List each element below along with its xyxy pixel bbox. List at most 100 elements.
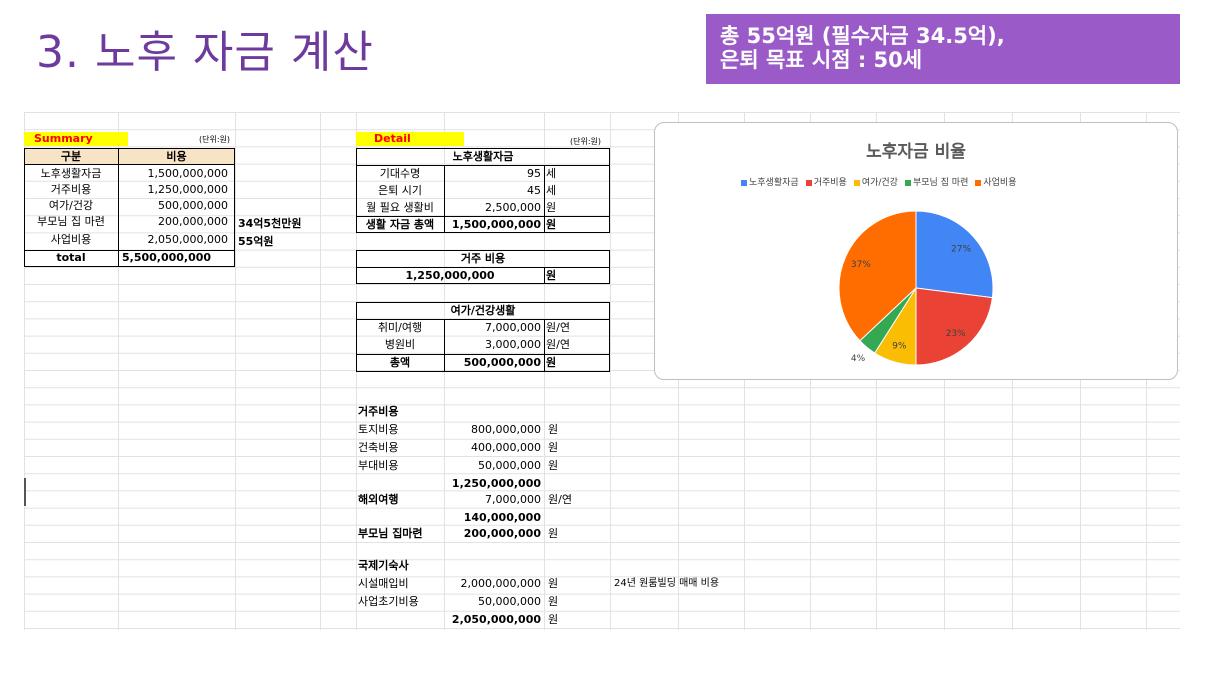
breakdown-row-label: 사업초기비용	[358, 595, 419, 608]
summary-row-value: 1,250,000,000	[147, 183, 228, 196]
breakdown-travel-unit: 원/연	[548, 493, 572, 506]
summary-col-1: 구분	[60, 150, 82, 163]
breakdown-dorm-total: 2,050,000,000	[451, 613, 541, 626]
banner-line-2: 은퇴 목표 시점 : 50세	[720, 48, 923, 72]
living-row-unit: 원	[546, 201, 557, 214]
breakdown-travel-value: 7,000,000	[485, 493, 541, 506]
pie-slice[interactable]	[915, 287, 993, 366]
housing-value: 1,250,000,000	[405, 269, 495, 282]
housing-unit: 원	[546, 269, 557, 282]
living-total-unit: 원	[546, 218, 557, 231]
detail-unit: (단위:원)	[570, 137, 602, 146]
breakdown-row-label: 토지비용	[358, 423, 399, 436]
legend-item: 여가/건강	[853, 178, 898, 188]
living-row-value: 95	[527, 167, 541, 180]
summary-row-value: 200,000,000	[158, 215, 228, 228]
leisure-total-value: 500,000,000	[463, 356, 541, 369]
breakdown-row-value: 400,000,000	[471, 441, 541, 454]
summary-row-value: 2,050,000,000	[147, 233, 228, 246]
summary-body	[24, 164, 235, 267]
leisure-row-value: 3,000,000	[485, 338, 541, 351]
summary-row-label: 여가/건강	[48, 199, 94, 212]
pie-data-label: 23%	[946, 329, 966, 339]
living-title: 노후생활자금	[452, 150, 514, 163]
leisure-title: 여가/건강생활	[450, 304, 516, 317]
breakdown-row-unit: 원	[548, 423, 559, 436]
pie-data-label: 4%	[851, 354, 866, 364]
summary-total-value: 5,500,000,000	[122, 251, 212, 264]
breakdown-row-note: 24년 원룸빌딩 매매 비용	[614, 578, 720, 589]
summary-unit: (단위:원)	[199, 135, 231, 144]
pie-slice[interactable]	[915, 210, 994, 299]
pie-data-label: 37%	[851, 260, 871, 270]
legend-label: 노후생활자금	[749, 178, 799, 188]
legend-label: 거주비용	[813, 178, 847, 188]
slide-title: 3. 노후 자금 계산	[36, 27, 374, 78]
leisure-row-unit: 원/연	[546, 338, 570, 351]
living-row-unit: 세	[546, 184, 557, 197]
leisure-total-label: 총액	[389, 356, 411, 369]
living-row-value: 45	[527, 184, 541, 197]
breakdown-housing-total: 1,250,000,000	[451, 477, 541, 490]
summary-banner: 총 55억원 (필수자금 34.5억), 은퇴 목표 시점 : 50세	[706, 14, 1180, 84]
summary-total-label: total	[56, 251, 86, 264]
leisure-row-value: 7,000,000	[485, 321, 541, 334]
legend-item: 노후생활자금	[741, 178, 799, 188]
breakdown-row-unit: 원	[548, 459, 559, 472]
summary-row-label: 거주비용	[50, 183, 92, 196]
breakdown-dorm-total-unit: 원	[548, 613, 559, 626]
leisure-row-label: 취미/여행	[377, 321, 423, 334]
legend-label: 여가/건강	[861, 178, 898, 188]
summary-row-label: 부모님 집 마련	[37, 215, 105, 228]
summary-col-2: 비용	[166, 150, 187, 163]
legend-swatch	[904, 179, 911, 186]
chart-title: 노후자금 비율	[866, 142, 966, 162]
pie-slice[interactable]	[838, 210, 917, 342]
chart-legend: 노후생활자금 거주비용 여가/건강 부모님 집 마련 사업비용	[741, 175, 1024, 188]
living-total-label: 생활 자금 총액	[365, 218, 435, 231]
breakdown-travel-total: 140,000,000	[463, 511, 541, 524]
breakdown-row-value: 800,000,000	[471, 423, 541, 436]
breakdown-row-value: 2,000,000,000	[460, 577, 541, 590]
legend-item: 거주비용	[805, 178, 847, 188]
breakdown-row-value: 50,000,000	[478, 595, 541, 608]
living-row-label: 기대수명	[379, 167, 421, 180]
breakdown-row-value: 50,000,000	[478, 459, 541, 472]
legend-label: 사업비용	[983, 178, 1017, 188]
summary-row-label: 사업비용	[50, 233, 92, 246]
breakdown-parents-unit: 원	[548, 527, 559, 540]
summary-note-1: 34억5천만원	[238, 217, 302, 230]
living-row-label: 월 필요 생활비	[366, 201, 434, 214]
leisure-row-label: 병원비	[384, 338, 416, 351]
breakdown-row-label: 시설매입비	[358, 577, 409, 590]
detail-header: Detail	[356, 132, 464, 146]
legend-item: 부모님 집 마련	[904, 178, 969, 188]
summary-row-label: 노후생활자금	[40, 167, 102, 180]
breakdown-parents-label: 부모님 집마련	[358, 527, 423, 540]
living-total-value: 1,500,000,000	[451, 218, 541, 231]
leisure-row-unit: 원/연	[546, 321, 570, 334]
leisure-table	[356, 302, 610, 372]
legend-swatch	[853, 179, 860, 186]
summary-note-2: 55억원	[238, 235, 274, 248]
living-row-value: 2,500,000	[485, 201, 541, 214]
legend-swatch	[975, 179, 982, 186]
breakdown-row-unit: 원	[548, 595, 559, 608]
pie-data-label: 9%	[892, 342, 907, 352]
pie-chart[interactable]: 노후자금 비율 노후생활자금 거주비용 여가/건강 부모님 집 마련 사업비용 27% 2…	[654, 122, 1178, 380]
breakdown-row-label: 부대비용	[358, 459, 399, 472]
summary-row-value: 500,000,000	[158, 199, 228, 212]
living-row-label: 은퇴 시기	[378, 184, 422, 197]
legend-swatch	[741, 179, 747, 186]
summary-row-value: 1,500,000,000	[147, 167, 228, 180]
legend-label: 부모님 집 마련	[912, 178, 969, 188]
breakdown-dorm-title: 국제기숙사	[358, 559, 409, 572]
breakdown-row-unit: 원	[548, 577, 559, 590]
breakdown-row-unit: 원	[548, 441, 559, 454]
breakdown-parents-value: 200,000,000	[463, 527, 541, 540]
legend-item: 사업비용	[975, 178, 1017, 188]
living-row-unit: 세	[546, 167, 557, 180]
breakdown-housing-title: 거주비용	[358, 405, 399, 418]
breakdown-travel-label: 해외여행	[358, 493, 399, 506]
pie-data-label: 27%	[951, 244, 971, 254]
